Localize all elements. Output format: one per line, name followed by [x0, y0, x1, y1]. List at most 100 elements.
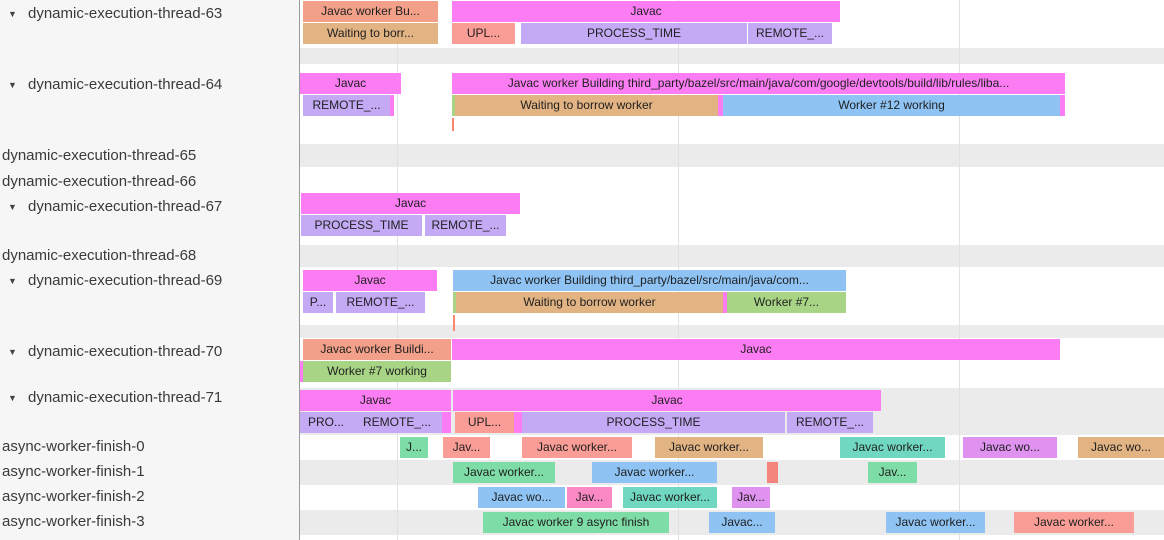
trace-slice[interactable]: Jav... [443, 437, 490, 458]
trace-slice[interactable]: Javac worker... [592, 462, 717, 483]
trace-slice[interactable]: Jav... [732, 487, 770, 508]
expand-arrow-icon[interactable]: ▼ [8, 276, 17, 286]
trace-slice[interactable]: Javac... [709, 512, 775, 533]
track-background-band [300, 48, 1164, 64]
track-label-text: async-worker-finish-2 [2, 488, 145, 505]
track-label-dynamic-execution-thread-68[interactable]: dynamic-execution-thread-68 [0, 246, 298, 266]
track-label-dynamic-execution-thread-63[interactable]: ▼ dynamic-execution-thread-63 [0, 4, 298, 24]
track-label-dynamic-execution-thread-64[interactable]: ▼ dynamic-execution-thread-64 [0, 75, 298, 95]
trace-slice[interactable]: Waiting to borrow worker [456, 292, 723, 313]
track-background-band [300, 245, 1164, 267]
trace-slice[interactable]: Javac worker Building third_party/bazel/… [452, 73, 1065, 94]
trace-slice[interactable]: Javac worker... [623, 487, 717, 508]
trace-slice[interactable]: Javac [300, 73, 401, 94]
trace-slice[interactable]: REMOTE_... [336, 292, 425, 313]
track-background-band [300, 325, 1164, 338]
trace-slice[interactable]: Worker #12 working [723, 95, 1060, 116]
track-label-async-worker-finish-2[interactable]: async-worker-finish-2 [0, 487, 298, 507]
trace-slice[interactable] [1060, 95, 1065, 116]
trace-slice[interactable]: REMOTE_... [748, 23, 832, 44]
expand-arrow-icon[interactable]: ▼ [8, 347, 17, 357]
trace-slice[interactable]: Waiting to borr... [303, 23, 438, 44]
track-label-text: dynamic-execution-thread-68 [2, 247, 197, 264]
trace-slice[interactable] [442, 412, 451, 433]
trace-slice[interactable]: Worker #7... [727, 292, 846, 313]
track-label-text: async-worker-finish-3 [2, 513, 145, 530]
trace-slice[interactable]: Javac worker... [886, 512, 985, 533]
trace-slice[interactable]: P... [303, 292, 333, 313]
expand-arrow-icon[interactable]: ▼ [8, 80, 17, 90]
track-label-text: dynamic-execution-thread-65 [2, 147, 197, 164]
trace-slice[interactable]: Javac worker Bu... [303, 1, 438, 22]
trace-slice[interactable]: REMOTE_... [425, 215, 506, 236]
trace-slice[interactable] [390, 95, 394, 116]
trace-slice[interactable]: Javac worker... [453, 462, 555, 483]
expand-arrow-icon[interactable]: ▼ [8, 202, 17, 212]
track-label-text: dynamic-execution-thread-69 [28, 272, 223, 289]
trace-slice[interactable]: Worker #7 working [303, 361, 451, 382]
track-label-dynamic-execution-thread-65[interactable]: dynamic-execution-thread-65 [0, 146, 298, 166]
trace-slice[interactable]: Javac [452, 339, 1060, 360]
trace-slice[interactable]: PRO... [300, 412, 352, 433]
trace-slice[interactable]: Javac wo... [478, 487, 565, 508]
trace-slice[interactable]: Javac [452, 1, 840, 22]
trace-slice[interactable]: Javac worker... [1014, 512, 1134, 533]
trace-slice[interactable]: Javac worker... [655, 437, 763, 458]
trace-slice[interactable]: J... [400, 437, 428, 458]
track-label-text: dynamic-execution-thread-67 [28, 198, 223, 215]
trace-slice[interactable]: PROCESS_TIME [301, 215, 422, 236]
trace-slice[interactable]: Javac [453, 390, 881, 411]
track-label-text: dynamic-execution-thread-66 [2, 173, 197, 190]
trace-slice[interactable]: REMOTE_... [303, 95, 390, 116]
trace-slice[interactable]: Javac worker... [522, 437, 632, 458]
track-label-text: dynamic-execution-thread-71 [28, 389, 223, 406]
trace-slice[interactable]: PROCESS_TIME [521, 23, 747, 44]
track-label-dynamic-execution-thread-69[interactable]: ▼ dynamic-execution-thread-69 [0, 271, 298, 291]
trace-slice[interactable]: Javac [301, 193, 520, 214]
trace-slice[interactable]: REMOTE_... [787, 412, 873, 433]
track-background-band [300, 144, 1164, 167]
trace-slice[interactable]: Javac worker Buildi... [303, 339, 451, 360]
track-label-dynamic-execution-thread-67[interactable]: ▼ dynamic-execution-thread-67 [0, 197, 298, 217]
track-label-dynamic-execution-thread-70[interactable]: ▼ dynamic-execution-thread-70 [0, 342, 298, 362]
trace-slice[interactable]: UPL... [452, 23, 515, 44]
time-gridline [959, 0, 960, 540]
track-background-band [300, 460, 1164, 485]
trace-slice[interactable]: Javac worker 9 async finish [483, 512, 669, 533]
track-label-async-worker-finish-1[interactable]: async-worker-finish-1 [0, 462, 298, 482]
expand-arrow-icon[interactable]: ▼ [8, 9, 17, 19]
trace-slice[interactable]: Javac worker Building third_party/bazel/… [453, 270, 846, 291]
trace-slice[interactable] [453, 292, 456, 313]
trace-slice[interactable] [514, 412, 522, 433]
track-label-text: async-worker-finish-0 [2, 438, 145, 455]
track-label-text: dynamic-execution-thread-64 [28, 76, 223, 93]
track-label-text: dynamic-execution-thread-63 [28, 5, 223, 22]
trace-slice[interactable] [718, 95, 723, 116]
trace-slice[interactable]: Waiting to borrow worker [455, 95, 718, 116]
trace-instant-marker[interactable] [453, 315, 455, 331]
timeline-canvas[interactable]: Javac worker Bu... Javac Waiting to borr..… [300, 0, 1164, 540]
trace-slice[interactable] [723, 292, 727, 313]
track-label-text: dynamic-execution-thread-70 [28, 343, 223, 360]
track-label-dynamic-execution-thread-71[interactable]: ▼ dynamic-execution-thread-71 [0, 388, 298, 408]
trace-slice[interactable]: Jav... [868, 462, 917, 483]
track-label-async-worker-finish-0[interactable]: async-worker-finish-0 [0, 437, 298, 457]
track-label-async-worker-finish-3[interactable]: async-worker-finish-3 [0, 512, 298, 532]
trace-slice[interactable] [767, 462, 778, 483]
trace-slice[interactable] [300, 361, 303, 382]
trace-slice[interactable]: Javac [303, 270, 437, 291]
trace-slice[interactable]: UPL... [455, 412, 514, 433]
trace-slice[interactable]: Javac wo... [963, 437, 1057, 458]
expand-arrow-icon[interactable]: ▼ [8, 393, 17, 403]
trace-slice[interactable]: Javac [300, 390, 451, 411]
trace-instant-marker[interactable] [452, 118, 454, 131]
trace-slice[interactable]: Javac wo... [1078, 437, 1164, 458]
trace-slice[interactable]: Jav... [567, 487, 612, 508]
trace-slice[interactable]: PROCESS_TIME [522, 412, 785, 433]
track-label-text: async-worker-finish-1 [2, 463, 145, 480]
trace-slice[interactable]: REMOTE_... [352, 412, 442, 433]
trace-slice[interactable] [452, 95, 455, 116]
trace-slice[interactable]: Javac worker... [840, 437, 945, 458]
track-label-dynamic-execution-thread-66[interactable]: dynamic-execution-thread-66 [0, 172, 298, 192]
